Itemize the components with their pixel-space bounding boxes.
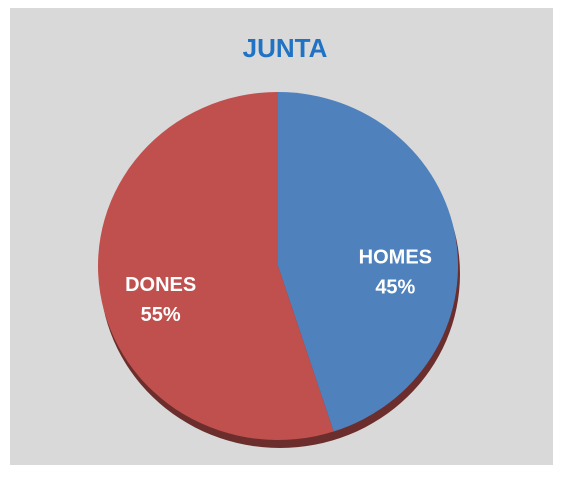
slice-value-label: 45% [375, 277, 415, 299]
slice-label: DONES [125, 274, 196, 296]
chart-title: JUNTA [243, 33, 328, 63]
pie-slice [97, 92, 334, 440]
slice-label: HOMES [359, 247, 432, 269]
pie-slice [278, 92, 458, 432]
slice-value-label: 55% [141, 304, 181, 326]
